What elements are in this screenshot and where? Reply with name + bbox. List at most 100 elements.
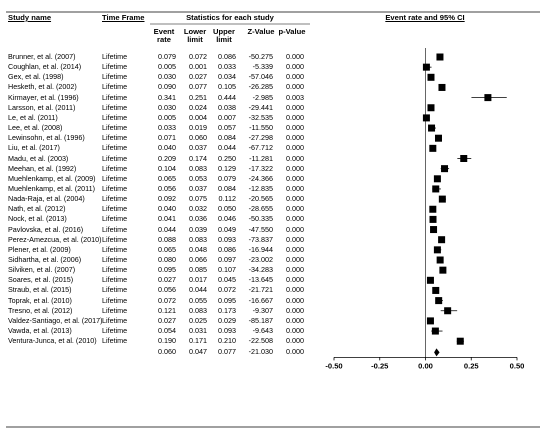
event-rate-marker: [429, 144, 437, 152]
stat-value: 0.027: [158, 275, 176, 285]
study-name: Straub, et al. (2015): [8, 285, 72, 295]
stat-value: -16.944: [248, 244, 273, 254]
stat-value: 0.036: [189, 214, 207, 224]
stat-value: 0.174: [189, 153, 207, 163]
x-tick-label: -0.50: [325, 361, 342, 370]
stat-value: -23.002: [248, 255, 273, 264]
stat-value: 0.056: [158, 183, 176, 193]
event-rate-marker: [436, 256, 444, 264]
time-frame: Lifetime: [102, 82, 128, 92]
event-rate-marker: [460, 155, 468, 162]
stat-value: 0.000: [286, 163, 304, 173]
stat-value: 0.027: [189, 72, 207, 82]
stat-value: 0.072: [189, 52, 207, 61]
time-frame: Lifetime: [102, 275, 128, 285]
time-frame: Lifetime: [102, 326, 128, 336]
stat-value: 0.080: [158, 255, 176, 264]
event-rate-marker: [438, 236, 446, 244]
stat-value: 0.033: [158, 123, 176, 133]
time-frame: Lifetime: [102, 336, 128, 346]
stat-value: 0.000: [286, 315, 304, 325]
stat-value: 0.005: [158, 112, 176, 122]
stat-value: 0.001: [189, 62, 207, 72]
stat-value: 0.210: [218, 336, 236, 346]
study-name: Nath, et al. (2012): [8, 204, 66, 214]
stat-value: 0.000: [286, 275, 304, 285]
event-rate-marker: [430, 226, 438, 234]
stat-value: 0.000: [286, 153, 304, 163]
summary-diamond: [434, 348, 440, 357]
study-name: Nada-Raja, et al. (2004): [8, 194, 85, 204]
stat-value: 0.077: [189, 82, 207, 92]
event-rate-marker: [422, 63, 430, 71]
event-rate-marker: [438, 83, 446, 91]
stat-value: 0.044: [218, 143, 236, 153]
study-name: Plener, et al. (2009): [8, 244, 71, 254]
study-name: Soares, et al. (2015): [8, 275, 74, 285]
event-rate-marker: [427, 104, 435, 112]
stat-value: 0.000: [286, 244, 304, 254]
stat-value: 0.000: [286, 204, 304, 214]
stat-value: 0.173: [218, 305, 236, 315]
stat-value: 0.000: [286, 224, 304, 234]
stat-value: -2.985: [252, 92, 273, 102]
time-frame: Lifetime: [102, 305, 128, 315]
stat-value: -5.339: [252, 62, 273, 72]
study-name: Muehlenkamp, et al. (2009): [8, 173, 96, 183]
stat-value: 0.003: [286, 92, 304, 102]
time-frame: Lifetime: [102, 224, 128, 234]
event-rate-marker: [438, 195, 446, 203]
stat-value: 0.000: [286, 305, 304, 315]
study-name: Larsson, et al. (2011): [8, 102, 76, 112]
stat-value: -16.667: [248, 295, 273, 305]
stat-value: -21.721: [248, 285, 273, 295]
stat-value: -9.307: [252, 305, 273, 315]
stat-value: 0.000: [286, 143, 304, 153]
study-name: Madu, et al. (2003): [8, 153, 69, 163]
study-name: Hesketh, et al. (2002): [8, 82, 77, 92]
time-frame: Lifetime: [102, 295, 128, 305]
stat-value: -13.645: [248, 275, 273, 285]
event-rate-marker: [456, 337, 464, 345]
stat-value: -47.550: [248, 224, 273, 234]
stat-value: 0.040: [158, 204, 176, 214]
stat-value: 0.086: [218, 52, 236, 61]
stat-value: -85.187: [248, 315, 273, 325]
stat-value: 0.029: [218, 315, 236, 325]
event-rate-marker: [429, 215, 437, 223]
x-tick-label: 0.00: [418, 361, 433, 370]
stat-value: 0.075: [189, 194, 207, 204]
event-rate-marker: [432, 286, 440, 294]
stat-value: 0.090: [158, 82, 176, 92]
stat-value: 0.000: [286, 102, 304, 112]
stat-value: -50.275: [248, 52, 273, 61]
event-rate-marker: [433, 246, 441, 254]
event-rate-marker: [484, 94, 492, 102]
time-frame: Lifetime: [102, 183, 128, 193]
stat-value: -50.335: [248, 214, 273, 224]
time-frame: Lifetime: [102, 265, 128, 275]
summary-value: 0.047: [189, 347, 207, 357]
plot-header: Event rate and 95% CI: [385, 13, 465, 22]
time-frame: Lifetime: [102, 234, 128, 244]
time-frame: Lifetime: [102, 255, 128, 264]
summary-value: 0.060: [158, 347, 176, 357]
stat-value: 0.037: [189, 183, 207, 193]
stat-value: 0.040: [158, 143, 176, 153]
stat-value: 0.000: [286, 183, 304, 193]
study-name: Sidhartha, et al. (2006): [8, 255, 82, 264]
study-name: Valdez-Santiago, et al. (2017): [8, 315, 103, 325]
stat-value: -11.281: [249, 153, 273, 163]
stat-value: 0.031: [189, 326, 207, 336]
event-rate-marker: [428, 124, 436, 132]
event-rate-marker: [431, 327, 439, 335]
stat-value: 0.065: [158, 173, 176, 183]
study-name: Muehlenkamp, et al. (2011): [8, 183, 95, 193]
stat-value: 0.071: [158, 133, 176, 143]
column-header: Lower limit: [183, 27, 207, 44]
stat-value: 0.000: [286, 123, 304, 133]
stat-value: 0.044: [189, 285, 207, 295]
stat-value: 0.086: [218, 244, 236, 254]
stat-value: 0.000: [286, 214, 304, 224]
